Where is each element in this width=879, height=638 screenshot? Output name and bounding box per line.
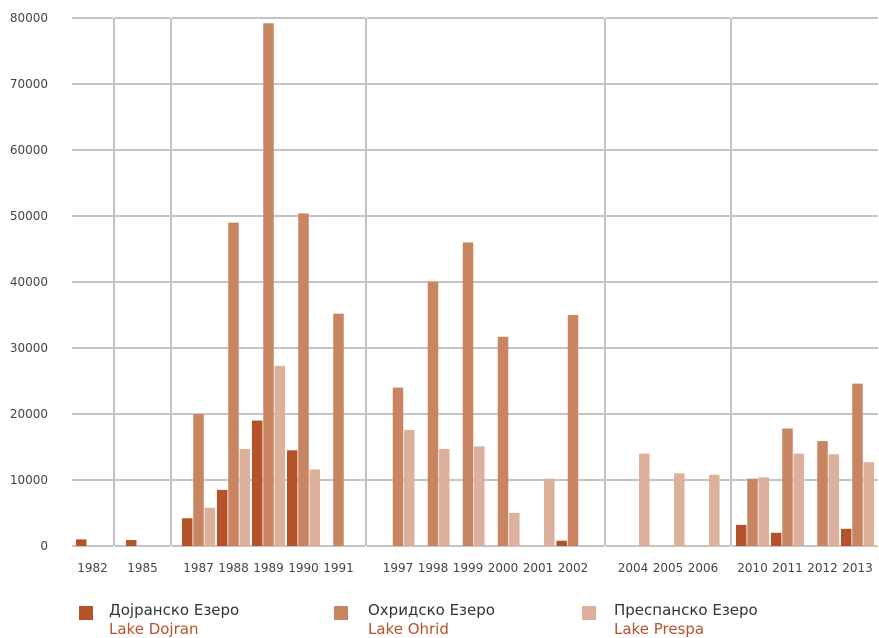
bar: [840, 528, 852, 546]
bar: [333, 313, 344, 546]
bar: [462, 242, 474, 546]
x-tick-label: 1999: [453, 561, 484, 575]
bar: [674, 473, 685, 546]
y-tick-label: 10000: [10, 473, 48, 487]
bar: [251, 420, 263, 546]
bar: [747, 478, 758, 546]
legend-label-prespa: Преспанско Езеро: [614, 601, 758, 619]
legend-swatch-dojran: [79, 606, 93, 620]
bar: [828, 454, 840, 546]
bars: [75, 23, 875, 547]
legend-swatch-prespa: [582, 606, 596, 620]
bar: [274, 365, 286, 546]
y-tick-label: 80000: [10, 11, 48, 25]
y-axis-ticks: 0 10000 20000 30000 40000 50000 60000 70000 8000…: [10, 11, 48, 553]
bar: [735, 524, 747, 546]
bar: [709, 474, 720, 546]
x-tick-label: 1998: [418, 561, 449, 575]
y-tick-label: 50000: [10, 209, 48, 223]
bar: [216, 489, 228, 546]
legend-swatch-ohrid: [334, 606, 348, 620]
bar: [125, 540, 137, 546]
bar: [298, 213, 309, 547]
x-tick-label: 2000: [488, 561, 519, 575]
bar: [404, 429, 415, 546]
x-tick-label: 2006: [688, 561, 719, 575]
bar: [567, 315, 579, 546]
bar: [497, 336, 509, 546]
bar: [770, 532, 782, 546]
bar: [639, 453, 650, 546]
x-tick-label: 1990: [288, 561, 319, 575]
bar: [181, 518, 193, 546]
bar: [544, 478, 555, 546]
bar: [75, 539, 87, 546]
legend-label-dojran: Дојранско Езеро: [109, 601, 239, 619]
legend-label-dojran-en: Lake Dojran: [109, 620, 198, 638]
y-tick-label: 40000: [10, 275, 48, 289]
x-tick-label: 2004: [618, 561, 649, 575]
y-tick-label: 60000: [10, 143, 48, 157]
x-tick-label: 1997: [383, 561, 414, 575]
bar: [263, 23, 274, 546]
bar: [193, 414, 204, 546]
x-tick-label: 2011: [772, 561, 803, 575]
bar: [474, 446, 485, 546]
bar: [309, 469, 321, 546]
legend-label-prespa-en: Lake Prespa: [614, 620, 704, 638]
bar: [439, 448, 450, 546]
bar: [852, 383, 863, 546]
bar: [793, 453, 805, 546]
bar: [239, 448, 251, 546]
x-tick-label: 2010: [737, 561, 768, 575]
x-tick-label: 1991: [323, 561, 354, 575]
x-tick-label: 2005: [653, 561, 684, 575]
y-tick-label: 30000: [10, 341, 48, 355]
x-tick-label: 1982: [77, 561, 108, 575]
bar: [782, 428, 793, 546]
legend-item-ohrid: Охридско Езеро Lake Ohrid: [334, 601, 495, 638]
x-tick-label: 1985: [127, 561, 158, 575]
bar: [863, 462, 875, 546]
legend-item-dojran: Дојранско Езеро Lake Dojran: [79, 601, 239, 638]
x-tick-label: 2012: [807, 561, 838, 575]
gridlines: [72, 17, 878, 481]
bar: [228, 222, 239, 546]
bar: [204, 507, 216, 546]
y-tick-label: 0: [40, 539, 48, 553]
x-tick-label: 1987: [183, 561, 214, 575]
legend: Дојранско Езеро Lake Dojran Охридско Езе…: [79, 601, 758, 638]
bar: [556, 540, 567, 546]
group-separators: [72, 18, 878, 547]
legend-item-prespa: Преспанско Езеро Lake Prespa: [582, 601, 758, 638]
bar: [286, 450, 298, 546]
x-axis-ticks: 1982 1985 1987 1988 1989 1990 1991 1997 1998 1999…: [77, 561, 873, 575]
x-tick-label: 2002: [558, 561, 589, 575]
x-tick-label: 2001: [523, 561, 554, 575]
x-tick-label: 2013: [842, 561, 873, 575]
bar: [392, 387, 404, 546]
legend-label-ohrid: Охридско Езеро: [368, 601, 495, 619]
bar: [817, 441, 828, 546]
bar: [427, 281, 439, 546]
y-tick-label: 70000: [10, 77, 48, 91]
x-tick-label: 1989: [253, 561, 284, 575]
x-tick-label: 1988: [218, 561, 249, 575]
bar: [758, 477, 770, 546]
bar: [509, 513, 520, 546]
legend-label-ohrid-en: Lake Ohrid: [368, 620, 449, 638]
y-tick-label: 20000: [10, 407, 48, 421]
